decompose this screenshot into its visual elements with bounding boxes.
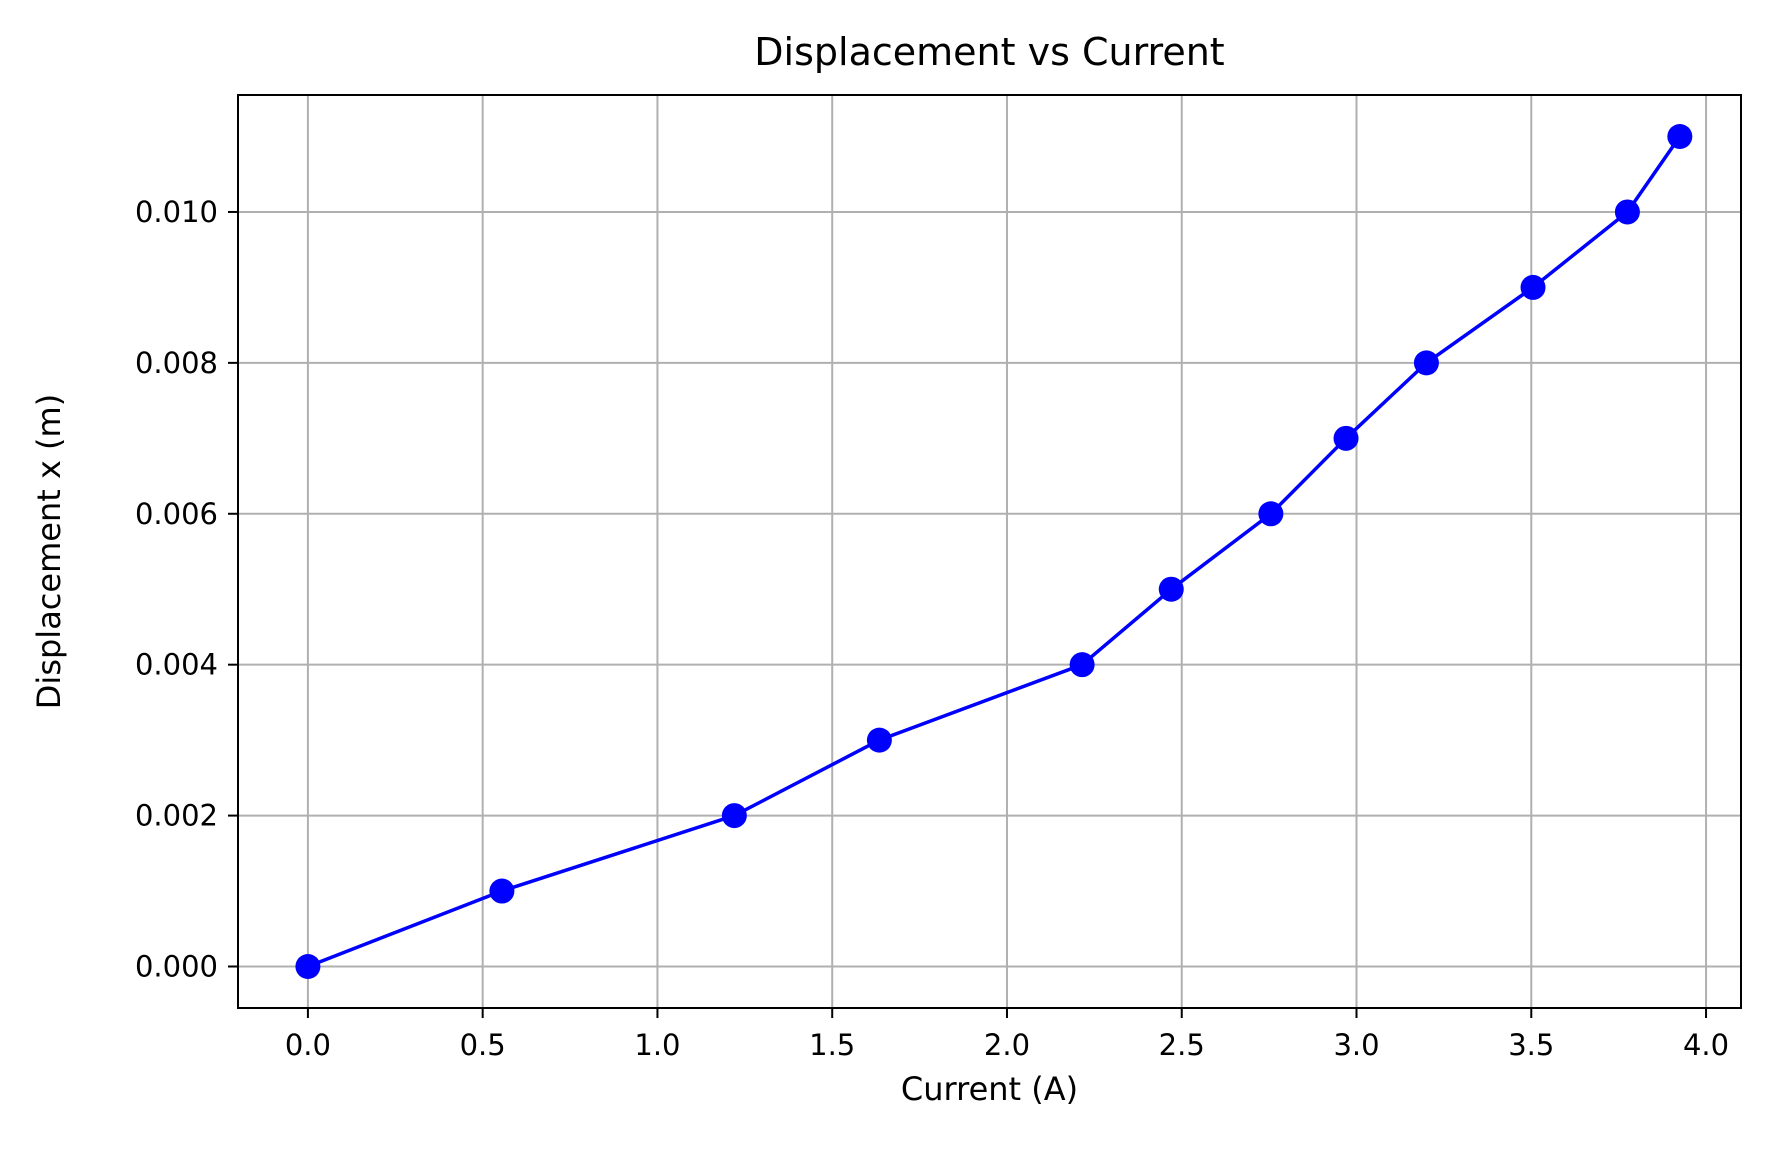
data-point [1069,652,1095,678]
x-tick-label: 2.5 [1159,1028,1205,1062]
data-point [295,954,321,979]
x-tick-label: 0.5 [460,1028,506,1062]
data-point [1614,199,1640,225]
y-tick-label: 0.010 [135,195,218,229]
y-tick-label: 0.000 [135,950,218,984]
series-line [307,135,1682,969]
y-tick-label: 0.006 [135,497,218,531]
x-tick-label: 3.5 [1508,1028,1554,1062]
data-point [1258,501,1284,527]
y-tick-label: 0.008 [135,346,218,380]
series-layer [295,124,1693,979]
x-tick-label: 4.0 [1683,1028,1729,1062]
data-point [1158,576,1184,602]
data-point [1333,425,1359,451]
data-point [866,727,892,753]
data-point [1413,350,1439,376]
x-tick-label: 1.0 [634,1028,680,1062]
y-tick-label: 0.004 [135,648,218,682]
grid-layer [238,95,1741,1008]
plot-frame [237,94,1742,1009]
x-tick-label: 0.0 [285,1028,331,1062]
y-tick-label: 0.002 [135,799,218,833]
x-tick-label: 1.5 [809,1028,855,1062]
data-point [721,803,747,829]
ticks-layer: 0.0 0.5 1.0 1.5 2.0 2.5 3.0 3.5 4.0 0.000 0.002 0.0… [135,195,1729,1062]
data-point [1667,124,1693,149]
x-tick-label: 3.0 [1333,1028,1379,1062]
x-axis-label: Current (A) [901,1070,1078,1108]
data-point [1520,274,1546,300]
chart-title: Displacement vs Current [754,30,1224,74]
data-point [489,878,515,904]
y-axis-label: Displacement x (m) [30,394,68,709]
x-tick-label: 2.0 [984,1028,1030,1062]
